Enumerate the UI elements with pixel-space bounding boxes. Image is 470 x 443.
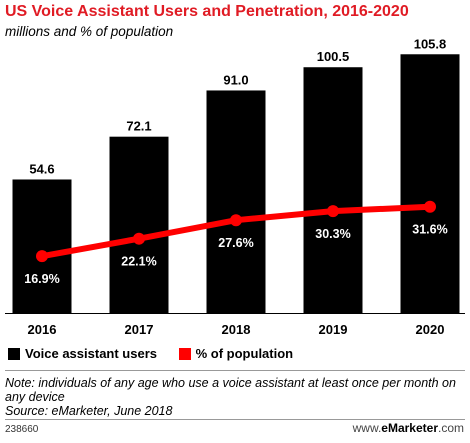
legend-label-line: % of population	[195, 346, 294, 361]
legend-item-bars: Voice assistant users	[8, 346, 157, 361]
legend-swatch-bars	[8, 347, 20, 360]
x-tick-2017: 2017	[125, 322, 154, 337]
legend-item-line: % of population	[178, 346, 294, 361]
legend-label-bars: Voice assistant users	[25, 346, 157, 361]
note-block: Note: individuals of any age who use a v…	[5, 376, 465, 418]
bar-value-labels: 54.6 72.1 91.0 100.5 105.8	[29, 36, 446, 176]
brand-suffix: .com	[437, 421, 464, 435]
line-point-2020	[424, 200, 436, 213]
line-label-2020: 31.6%	[412, 223, 447, 237]
bar-2016	[12, 179, 72, 313]
chart-title: US Voice Assistant Users and Penetration…	[5, 3, 409, 20]
bar-2018	[206, 90, 266, 313]
line-point-2017	[133, 232, 145, 245]
bar-label-2019: 100.5	[317, 49, 350, 64]
bar-label-2018: 91.0	[223, 72, 248, 87]
line-label-2016: 16.9%	[24, 272, 59, 286]
x-tick-2020: 2020	[416, 322, 445, 337]
brand-prefix: www.	[352, 421, 382, 435]
source-text: Source: eMarketer, June 2018	[5, 404, 173, 418]
line-value-labels: 16.9% 22.1% 27.6% 30.3% 31.6%	[24, 223, 447, 286]
x-tick-2016: 2016	[28, 322, 57, 337]
legend-swatch-line	[178, 347, 191, 360]
line-label-2018: 27.6%	[218, 236, 253, 250]
bar-label-2017: 72.1	[126, 119, 151, 134]
bar-2019	[303, 67, 363, 314]
chart-subtitle: millions and % of population	[5, 24, 174, 39]
line-point-2019	[327, 205, 339, 218]
bar-series	[12, 54, 460, 314]
brand-name: eMarketer	[381, 421, 438, 435]
line-label-2019: 30.3%	[315, 227, 350, 241]
legend: Voice assistant users % of population	[8, 346, 311, 363]
bar-2020	[400, 54, 460, 314]
line-point-2016	[36, 250, 48, 263]
line-points	[36, 200, 436, 263]
x-tick-2018: 2018	[222, 322, 251, 337]
bar-label-2020: 105.8	[414, 36, 447, 51]
brand-mark: www.eMarketer.com	[353, 421, 464, 435]
x-axis-tick-labels: 2016 2017 2018 2019 2020	[28, 322, 445, 337]
line-point-2018	[230, 214, 242, 227]
chart-area: 54.6 72.1 91.0 100.5 105.8 16.9% 22.1% 27.6% 30…	[5, 36, 465, 337]
chart-id: 238660	[5, 424, 39, 435]
bar-2017	[109, 136, 169, 313]
line-label-2017: 22.1%	[121, 255, 156, 269]
note-text: Note: individuals of any age who use a v…	[5, 376, 456, 404]
bar-label-2016: 54.6	[29, 161, 54, 176]
x-tick-2019: 2019	[319, 322, 348, 337]
divider-bottom	[5, 419, 465, 420]
divider-top	[5, 370, 465, 371]
